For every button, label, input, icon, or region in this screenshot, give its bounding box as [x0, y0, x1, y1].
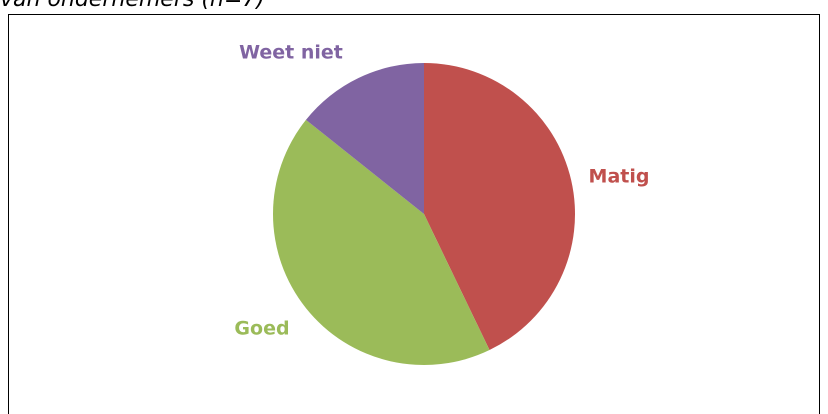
pie-slice [305, 62, 424, 214]
slice-label: Goed [234, 318, 289, 340]
slice-label: Matig [589, 166, 650, 188]
pie-slice [424, 63, 576, 351]
chart-border [8, 14, 820, 414]
slice-label: Weet niet [239, 42, 343, 64]
caption: van ondernemers (n=7) [0, 0, 265, 12]
pie-slice [273, 119, 490, 365]
